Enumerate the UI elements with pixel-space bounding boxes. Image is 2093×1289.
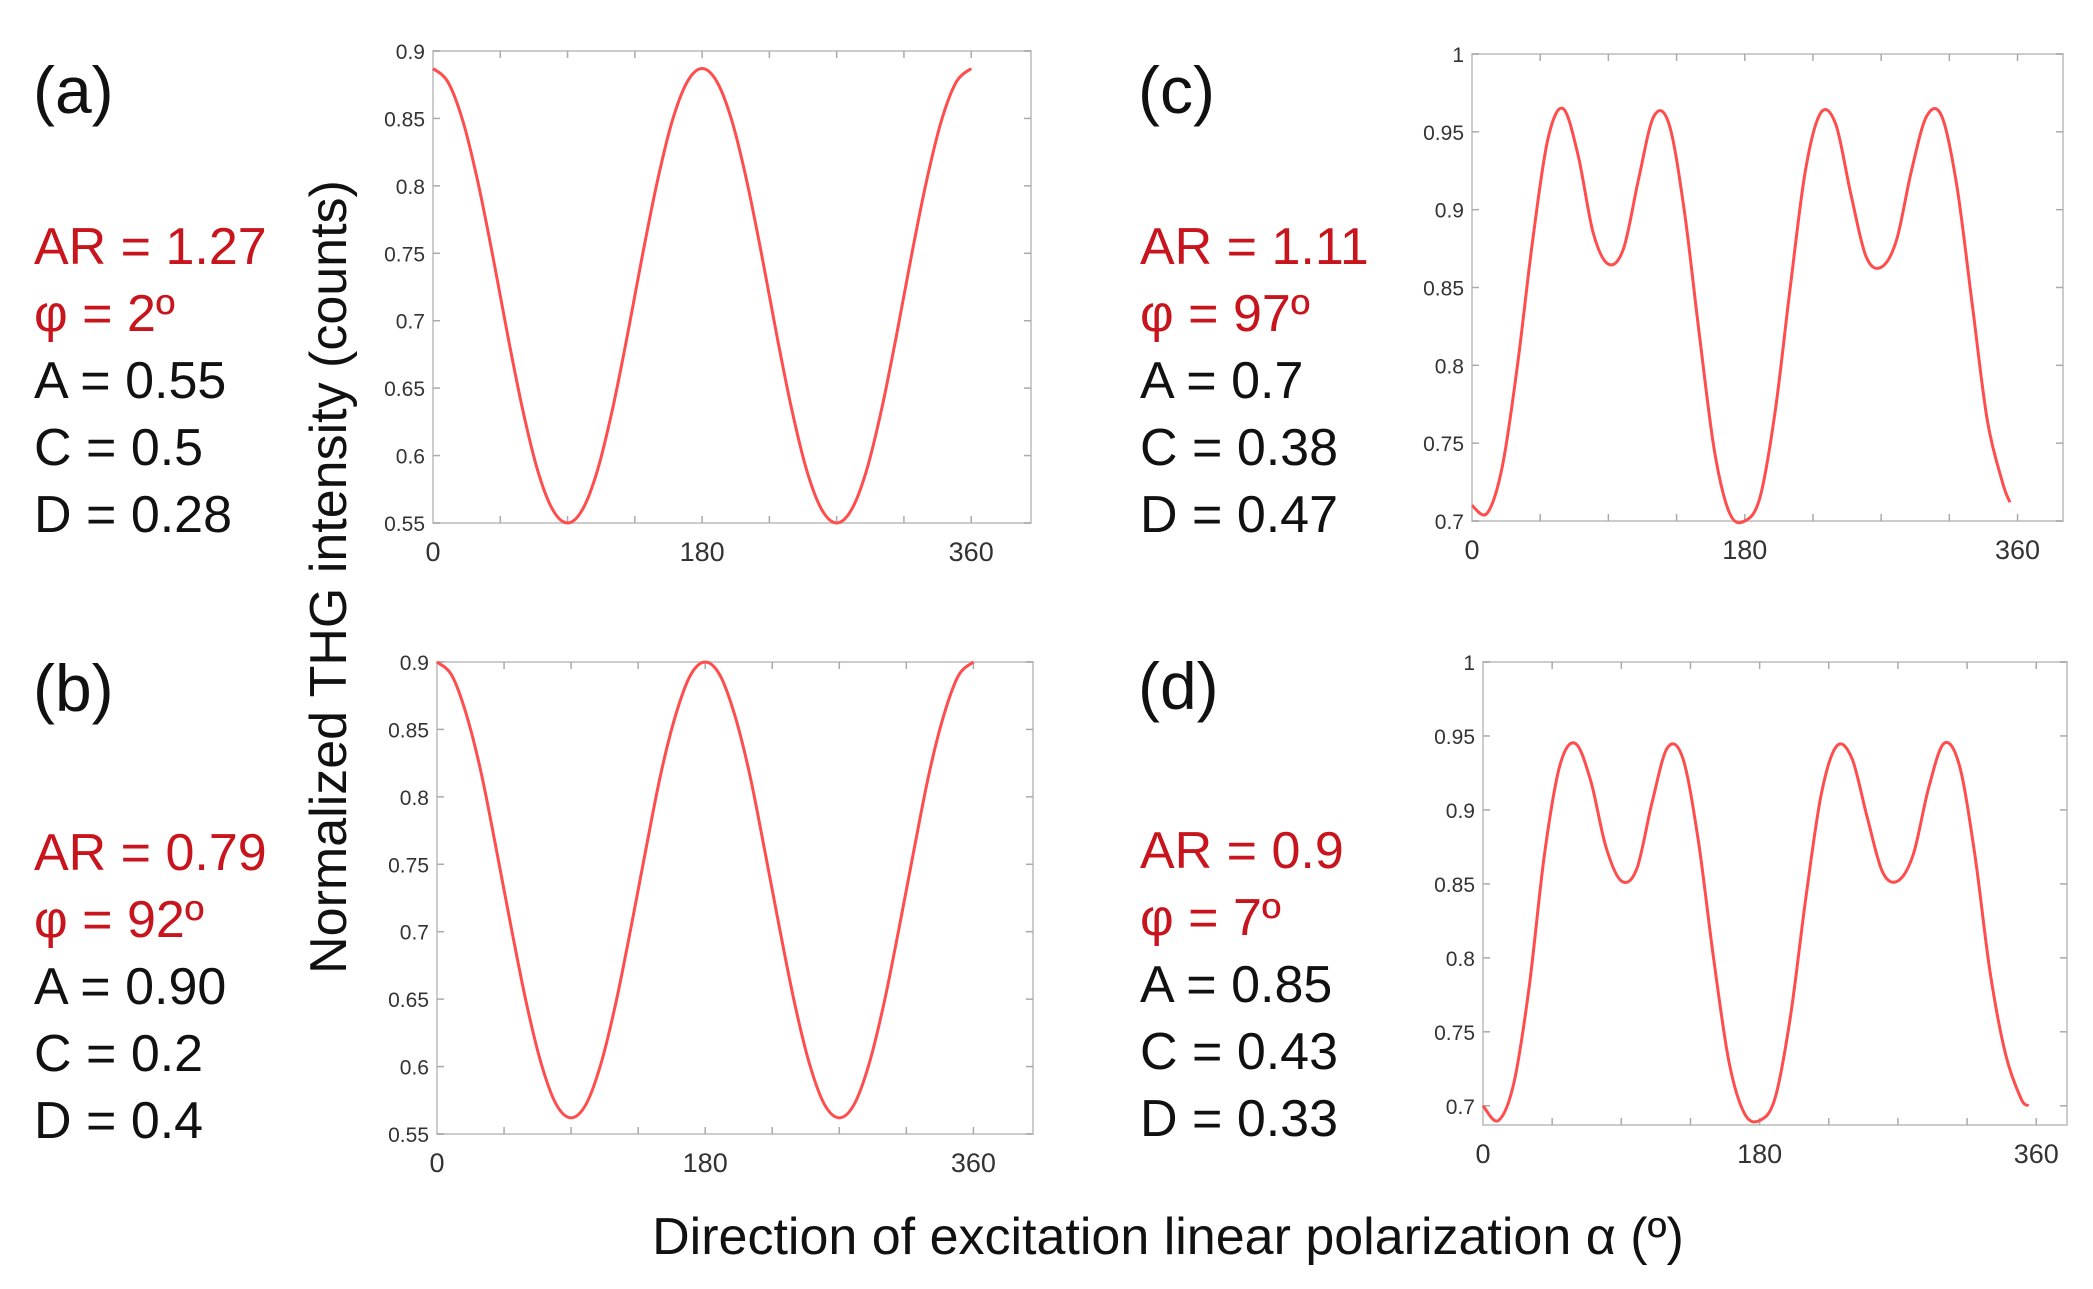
x-tick-label: 0 <box>429 1148 444 1178</box>
x-tick-label: 180 <box>680 537 725 567</box>
params-d: AR = 0.9 φ = 7º A = 0.85 C = 0.43 D = 0.… <box>1140 818 1344 1153</box>
param-a: A = 0.7 <box>1140 352 1304 410</box>
param-c: C = 0.5 <box>34 419 204 477</box>
series-line <box>1481 740 2030 1124</box>
param-d: D = 0.4 <box>34 1092 204 1150</box>
y-tick-label: 0.85 <box>388 719 429 742</box>
x-tick-label: 360 <box>951 1148 996 1178</box>
y-tick-label: 1 <box>1452 44 1464 67</box>
params-b: AR = 0.79 φ = 92º A = 0.90 C = 0.2 D = 0… <box>34 820 267 1155</box>
param-phi: φ = 97º <box>1140 285 1310 343</box>
param-phi: φ = 92º <box>34 891 204 949</box>
param-c: C = 0.2 <box>34 1025 204 1083</box>
y-tick-label: 0.95 <box>1434 726 1475 749</box>
y-tick-label: 0.85 <box>384 108 425 131</box>
x-tick-label: 0 <box>1475 1139 1490 1169</box>
param-c: C = 0.43 <box>1140 1023 1339 1081</box>
y-axis-label: Normalized THG intensity (counts) <box>300 180 358 974</box>
y-tick-label: 0.75 <box>1434 1022 1475 1045</box>
param-c: C = 0.38 <box>1140 419 1339 477</box>
plot-frame <box>436 661 1034 1135</box>
param-ar: AR = 1.11 <box>1140 218 1369 276</box>
param-a: A = 0.90 <box>34 958 227 1016</box>
plot-frame <box>1482 661 2068 1126</box>
x-tick-label: 360 <box>2014 1139 2059 1169</box>
y-tick-label: 0.85 <box>1434 874 1475 897</box>
y-tick-label: 0.75 <box>1423 433 1464 456</box>
plot-frame <box>432 50 1032 524</box>
param-d: D = 0.33 <box>1140 1090 1339 1148</box>
param-ar: AR = 1.27 <box>34 218 267 276</box>
y-tick-label: 0.85 <box>1423 278 1464 301</box>
y-tick-label: 0.9 <box>400 652 429 675</box>
y-tick-label: 0.8 <box>396 176 425 199</box>
param-d: D = 0.47 <box>1140 486 1339 544</box>
y-tick-label: 0.55 <box>388 1124 429 1147</box>
y-tick-label: 0.9 <box>1435 200 1464 223</box>
y-tick-label: 0.7 <box>396 311 425 334</box>
y-tick-label: 0.6 <box>396 446 425 469</box>
y-tick-label: 0.9 <box>396 41 425 64</box>
x-tick-label: 180 <box>1722 535 1767 565</box>
x-tick-label: 0 <box>425 537 440 567</box>
panel-label-a: (a) <box>33 53 114 127</box>
y-tick-label: 0.7 <box>1435 511 1464 534</box>
y-tick-label: 0.75 <box>384 243 425 266</box>
y-tick-label: 0.8 <box>1446 948 1475 971</box>
y-tick-label: 0.75 <box>388 854 429 877</box>
x-tick-label: 180 <box>1737 1139 1782 1169</box>
y-tick-label: 0.55 <box>384 513 425 536</box>
x-tick-label: 0 <box>1464 535 1479 565</box>
param-phi: φ = 2º <box>34 285 175 343</box>
x-axis-label: Direction of excitation linear polarizat… <box>652 1208 1684 1266</box>
panel-label-c: (c) <box>1138 53 1215 127</box>
plot-frame <box>1471 53 2064 522</box>
param-a: A = 0.85 <box>1140 956 1333 1014</box>
y-tick-label: 0.7 <box>1446 1096 1475 1119</box>
x-tick-label: 180 <box>683 1148 728 1178</box>
param-d: D = 0.28 <box>34 486 233 544</box>
panel-label-d: (d) <box>1138 649 1219 723</box>
series-line <box>435 660 975 1120</box>
params-a: AR = 1.27 φ = 2º A = 0.55 C = 0.5 D = 0.… <box>34 214 267 549</box>
series-line <box>431 67 973 525</box>
y-tick-label: 0.7 <box>400 922 429 945</box>
panel-label-b: (b) <box>33 651 114 725</box>
y-tick-label: 0.8 <box>1435 355 1464 378</box>
param-ar: AR = 0.79 <box>34 824 267 882</box>
x-tick-label: 360 <box>1995 535 2040 565</box>
param-ar: AR = 0.9 <box>1140 822 1344 880</box>
param-phi: φ = 7º <box>1140 889 1281 947</box>
y-tick-label: 0.95 <box>1423 122 1464 145</box>
y-tick-label: 0.65 <box>388 989 429 1012</box>
y-tick-label: 1 <box>1463 652 1475 675</box>
y-tick-label: 0.8 <box>400 787 429 810</box>
y-tick-label: 0.65 <box>384 378 425 401</box>
param-a: A = 0.55 <box>34 352 227 410</box>
series-line <box>1471 106 2012 525</box>
params-c: AR = 1.11 φ = 97º A = 0.7 C = 0.38 D = 0… <box>1140 214 1369 549</box>
x-tick-label: 360 <box>949 537 994 567</box>
y-tick-label: 0.6 <box>400 1057 429 1080</box>
y-tick-label: 0.9 <box>1446 800 1475 823</box>
